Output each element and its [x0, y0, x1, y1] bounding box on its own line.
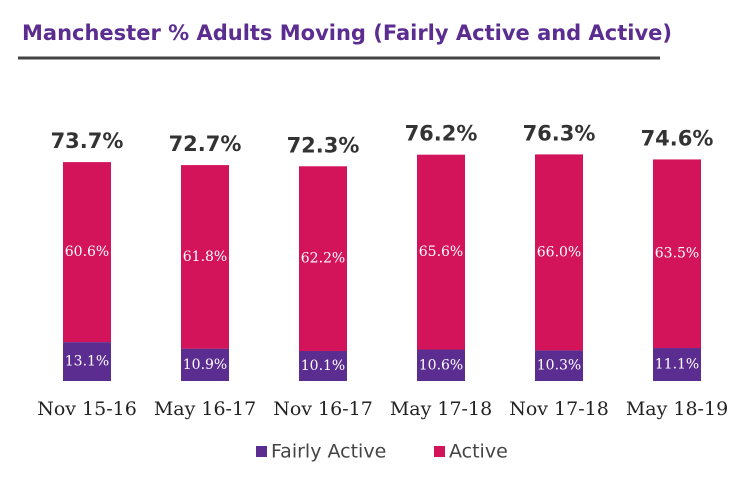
- segment-label: 10.9%: [183, 357, 227, 373]
- bar-segment: [181, 165, 229, 349]
- x-tick-label: Nov 15-16: [37, 398, 137, 420]
- bar-segment: [653, 348, 701, 381]
- bar-segment: [535, 350, 583, 381]
- bar-segment: [299, 166, 347, 352]
- x-tick-label: May 18-19: [626, 398, 728, 420]
- bar-segment: [417, 349, 465, 381]
- legend-label: Fairly Active: [271, 441, 386, 463]
- x-tick-label: May 16-17: [154, 398, 256, 420]
- total-label: 76.3%: [523, 121, 596, 145]
- total-label: 72.3%: [287, 133, 360, 157]
- segment-label: 11.1%: [655, 357, 699, 373]
- segment-label: 62.2%: [301, 251, 345, 267]
- bar-segment: [63, 342, 111, 381]
- total-label: 72.7%: [169, 132, 242, 156]
- segment-label: 10.3%: [537, 358, 581, 374]
- total-label: 76.2%: [405, 122, 478, 146]
- segment-label: 10.1%: [301, 358, 345, 374]
- bar-segment: [653, 159, 701, 349]
- segment-label: 61.8%: [183, 249, 227, 265]
- legend-swatch: [256, 446, 267, 457]
- segment-label: 10.6%: [419, 357, 463, 373]
- x-tick-label: Nov 16-17: [273, 398, 373, 420]
- segment-label: 63.5%: [655, 246, 699, 262]
- bar-segment: [181, 348, 229, 381]
- chart-title: Manchester % Adults Moving (Fairly Activ…: [22, 21, 672, 45]
- x-tick-label: May 17-18: [390, 398, 492, 420]
- legend-swatch: [434, 446, 445, 457]
- bar-segment: [63, 162, 111, 343]
- bar-segment: [299, 351, 347, 381]
- legend-label: Active: [449, 441, 508, 463]
- bar-segment: [417, 154, 465, 350]
- x-tick-label: Nov 17-18: [509, 398, 609, 420]
- segment-label: 60.6%: [65, 244, 109, 260]
- bar-segment: [535, 154, 583, 351]
- segment-label: 13.1%: [65, 354, 109, 370]
- total-label: 74.6%: [641, 126, 714, 150]
- segment-label: 65.6%: [419, 244, 463, 260]
- total-label: 73.7%: [51, 129, 124, 153]
- segment-label: 66.0%: [537, 244, 581, 260]
